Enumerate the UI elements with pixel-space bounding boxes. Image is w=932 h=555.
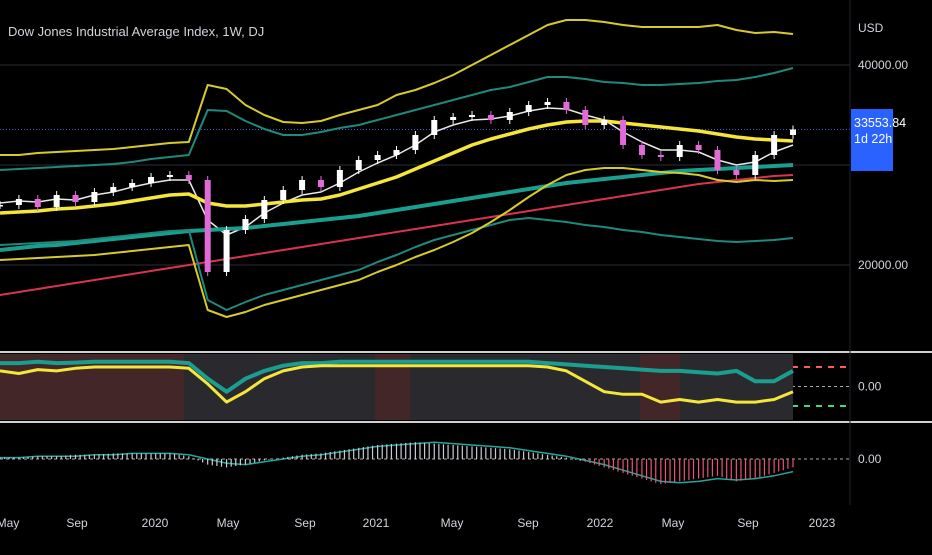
x-tick-label: 2022 — [587, 516, 614, 530]
candle — [242, 219, 249, 230]
candle — [695, 145, 702, 150]
candle — [525, 105, 532, 112]
x-tick-label: Sep — [294, 516, 316, 530]
candles — [0, 98, 796, 276]
series-band-upper-inner — [0, 67, 794, 171]
currency-label: USD — [858, 21, 884, 35]
osc2-y-tick: 0.00 — [858, 452, 882, 466]
candle — [280, 190, 287, 200]
candle — [487, 115, 494, 120]
osc-highlight — [375, 354, 410, 420]
axes: 40000.00 20000.00 USD 0.00 0.00 May Sep 2020 May… — [0, 21, 908, 530]
candle — [0, 205, 3, 207]
osc1-y-tick: 0.00 — [858, 380, 882, 394]
y-tick-label: 40000.00 — [858, 58, 908, 72]
candle — [544, 102, 551, 105]
candle — [336, 170, 343, 187]
last-price: 33553.84 — [854, 116, 907, 130]
x-tick-label: May — [217, 516, 240, 530]
candle — [752, 155, 759, 175]
candle — [469, 115, 476, 117]
candle — [34, 199, 41, 207]
candle — [450, 117, 457, 120]
x-tick-label: Sep — [66, 516, 88, 530]
candle — [714, 150, 721, 170]
candle — [166, 175, 173, 177]
oscillator-background — [0, 354, 793, 420]
candle — [657, 155, 664, 157]
candle — [355, 160, 362, 170]
series-osc-yellow — [0, 364, 794, 404]
candle — [771, 135, 778, 155]
series-lines — [0, 19, 794, 484]
candle — [148, 177, 155, 183]
candle — [91, 192, 98, 202]
candle — [563, 102, 570, 110]
candle — [15, 199, 22, 205]
candle — [733, 170, 740, 175]
x-tick-label: 2021 — [363, 516, 390, 530]
candle — [110, 187, 117, 192]
candle — [506, 112, 513, 120]
candle — [601, 120, 608, 125]
grid — [0, 0, 932, 505]
candle — [790, 129, 796, 135]
chart-title: Dow Jones Industrial Average Index, 1W, … — [8, 24, 265, 39]
series-ma-mid — [0, 119, 794, 215]
candle — [53, 195, 60, 207]
candle — [261, 200, 268, 219]
candle — [204, 180, 211, 272]
series-ma-long — [0, 174, 794, 296]
series-band-upper-outer — [0, 19, 794, 156]
candle — [638, 145, 645, 155]
candle — [223, 230, 230, 272]
x-tick-label: 2023 — [809, 516, 836, 530]
candle — [129, 183, 136, 187]
last-price-tag: 33553.84 1d 22h — [851, 109, 907, 171]
candle — [72, 195, 79, 202]
x-tick-label: May — [662, 516, 685, 530]
candle — [676, 145, 683, 157]
series-band-lower-outer — [0, 167, 794, 318]
x-tick-label: Sep — [737, 516, 759, 530]
candle — [393, 150, 400, 155]
x-tick-label: May — [441, 516, 464, 530]
x-tick-label: Sep — [517, 516, 539, 530]
x-tick-label: 2020 — [142, 516, 169, 530]
candle — [185, 175, 192, 180]
candle — [431, 120, 438, 135]
candle — [317, 180, 324, 187]
osc-highlight — [640, 354, 680, 420]
series-band-lower-inner — [0, 217, 794, 311]
histogram-bars — [0, 442, 794, 485]
candle — [374, 155, 381, 160]
candle — [620, 120, 627, 145]
candle — [299, 180, 306, 190]
candle — [412, 135, 419, 150]
y-tick-label: 20000.00 — [858, 258, 908, 272]
series-osc-teal — [0, 359, 794, 394]
osc-highlight — [0, 354, 184, 420]
x-tick-label: May — [0, 516, 19, 530]
candle — [582, 110, 589, 125]
bar-countdown: 1d 22h — [854, 132, 893, 146]
